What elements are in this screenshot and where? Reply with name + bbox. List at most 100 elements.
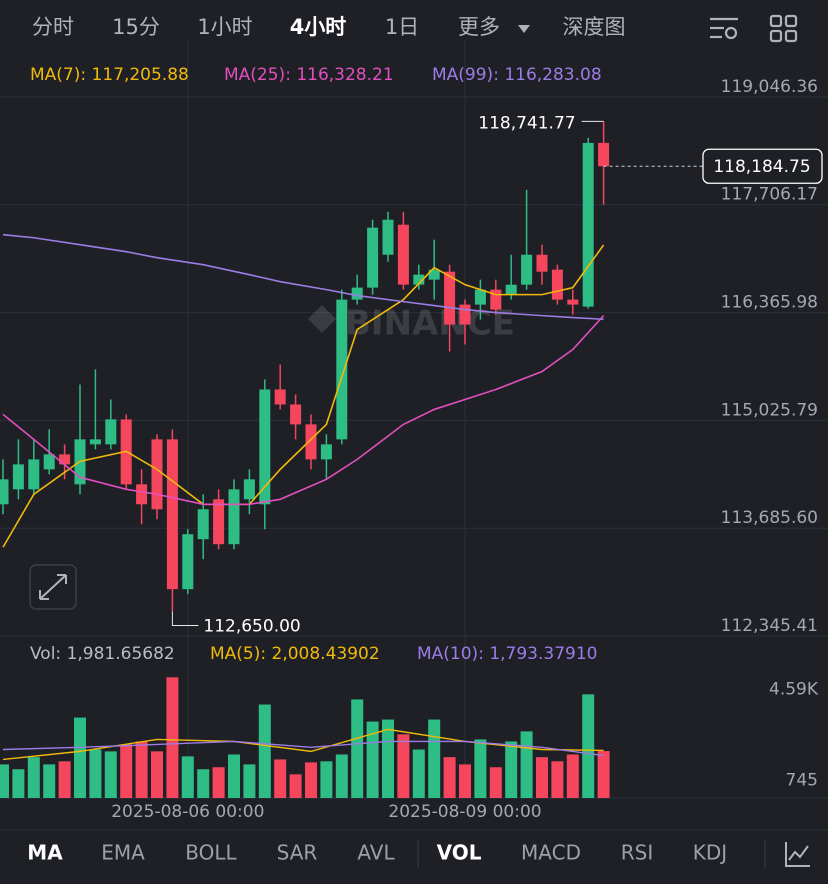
volume-bar: [181, 756, 194, 798]
candle-body: [505, 284, 517, 295]
x-tick-label: 2025-08-09 00:00: [388, 802, 541, 822]
indicator-tab[interactable]: KDJ: [693, 841, 727, 865]
indicator-tab[interactable]: MACD: [521, 841, 581, 865]
volume-bar: [151, 751, 163, 798]
timeframe-tab[interactable]: 1日: [385, 15, 419, 39]
timeframe-tab[interactable]: 深度图: [563, 15, 626, 39]
volume-bar: [197, 769, 210, 798]
y-tick-label: 115,025.79: [721, 400, 818, 420]
x-tick-label: 2025-08-06 00:00: [111, 802, 264, 822]
volume-bar: [459, 764, 471, 798]
timeframe-tab[interactable]: 15分: [112, 15, 160, 39]
indicator-tab[interactable]: VOL: [437, 841, 482, 865]
volume-bar: [489, 767, 502, 798]
volume-bar: [74, 717, 86, 798]
volume-bar: [566, 754, 579, 798]
volume-bar: [520, 731, 533, 798]
volume-bar: [412, 749, 425, 798]
volume-bar: [536, 757, 548, 798]
indicator-tab[interactable]: BOLL: [185, 841, 237, 865]
vol-ma-line: [2, 740, 604, 757]
volume-bar: [551, 761, 564, 798]
candle-body: [197, 509, 209, 540]
volume-bar: [89, 749, 102, 798]
volume-bar: [135, 741, 148, 798]
volume-bar: [104, 751, 117, 798]
indicator-tab[interactable]: RSI: [621, 841, 654, 865]
candle-body: [320, 444, 332, 460]
y-tick-label: 119,046.36: [721, 77, 818, 97]
candle-body: [136, 484, 148, 505]
volume-bar: [351, 699, 364, 798]
candle-body: [43, 454, 55, 470]
more-arrow[interactable]: [518, 25, 530, 33]
volume-bar: [212, 767, 225, 798]
candle-body: [351, 287, 363, 300]
indicator-tab[interactable]: SAR: [277, 841, 318, 865]
timeframe-tab[interactable]: 分时: [32, 15, 74, 39]
candle-body: [28, 459, 40, 490]
candle-body: [490, 289, 502, 310]
low-label: 112,650.00: [203, 617, 300, 637]
volume-bar: [243, 764, 256, 798]
candle-body: [243, 479, 255, 500]
candle-body: [474, 289, 486, 305]
candle-body: [59, 454, 71, 465]
ma-line: [2, 244, 605, 548]
timeframe-tab[interactable]: 更多: [458, 15, 500, 39]
candle-body: [444, 271, 456, 325]
y-tick-label: 116,365.98: [721, 293, 818, 313]
ma-legend: MA(7): 117,205.88: [30, 65, 189, 85]
candle-body: [274, 389, 286, 405]
candle-body: [166, 439, 178, 590]
volume-bar: [274, 759, 287, 798]
volume-bar: [12, 769, 25, 798]
expand-button[interactable]: [29, 564, 77, 610]
low-marker: [171, 611, 199, 627]
grid: [0, 40, 828, 799]
volume-bar: [366, 721, 379, 798]
last-price-label: 118,184.75: [713, 157, 810, 177]
vol-legend: Vol: 1,981.65682: [30, 644, 175, 664]
volume-bar: [120, 744, 133, 798]
ma-line: [2, 315, 605, 506]
candle-body: [336, 299, 348, 440]
candle-body: [305, 424, 317, 460]
settings-icon[interactable]: [710, 17, 738, 40]
timeframe-tab[interactable]: 4小时: [290, 15, 347, 39]
watermark: BINANCE: [345, 304, 515, 344]
watermark-logo: [308, 305, 336, 333]
timeframe-tab[interactable]: 1小时: [197, 15, 252, 39]
candle-body: [259, 389, 271, 505]
volume-bar: [0, 764, 9, 798]
logo-shape: [308, 305, 336, 333]
indicator-tab[interactable]: AVL: [357, 841, 395, 865]
layout-icon[interactable]: [769, 14, 798, 43]
vol-tick-label: 745: [786, 770, 818, 790]
high-label: 118,741.77: [478, 113, 575, 133]
candle-body: [151, 439, 163, 510]
indicator-tab[interactable]: MA: [27, 841, 63, 865]
volume-bar: [305, 762, 317, 798]
y-tick-label: 113,685.60: [721, 508, 818, 528]
candle-body: [89, 439, 101, 445]
candle-body: [582, 142, 594, 307]
vol-tick-label: 4.59K: [769, 679, 819, 699]
candle-body: [428, 269, 440, 280]
volume-bar: [397, 734, 410, 798]
volume-bar: [320, 761, 333, 798]
candle-body: [290, 404, 302, 425]
candle-body: [536, 254, 548, 272]
volume-bar: [382, 719, 394, 798]
candle-body: [521, 254, 533, 285]
candle-body: [0, 479, 9, 505]
candle-body: [213, 499, 225, 545]
volume-bar: [428, 719, 441, 798]
indicator-tab[interactable]: EMA: [101, 841, 145, 865]
volume-bar: [443, 757, 456, 798]
ma-line: [2, 233, 604, 321]
chart-icon[interactable]: [785, 842, 810, 867]
volume-bar: [58, 761, 71, 798]
candle-body: [228, 489, 240, 545]
